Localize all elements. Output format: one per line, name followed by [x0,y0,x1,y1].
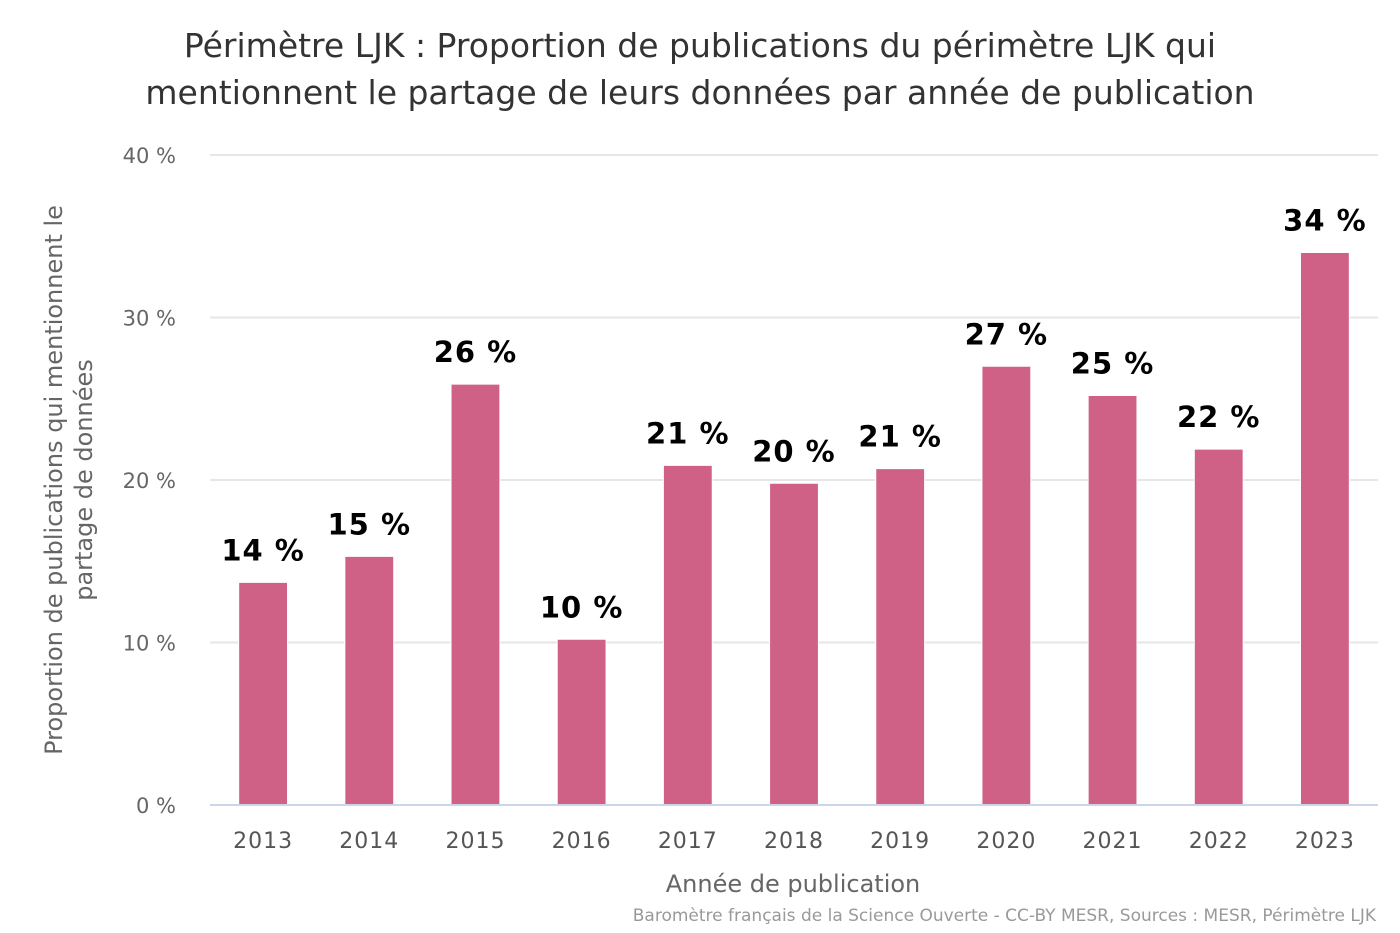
chart-title: Périmètre LJK : Proportion de publicatio… [145,26,1254,112]
data-label: 27 % [965,317,1049,351]
bar-2022[interactable] [1193,448,1244,806]
y-tick-label: 40 % [123,144,176,168]
bar-2014[interactable] [344,555,395,806]
bar-2016[interactable] [556,638,607,806]
bar-2020[interactable] [981,365,1032,806]
bar-2018[interactable] [769,482,819,806]
x-tick-label: 2021 [1083,829,1143,854]
data-label: 21 % [858,420,942,454]
bar-2017[interactable] [662,464,713,806]
data-label: 20 % [752,434,836,468]
x-axis-title: Année de publication [666,870,921,898]
x-tick-label: 2023 [1295,829,1355,854]
y-axis-title-line-1: Proportion de publications qui mentionne… [40,205,68,755]
data-label: 34 % [1283,204,1367,238]
y-tick-label: 30 % [123,307,176,331]
x-tick-label: 2022 [1189,829,1249,854]
x-tick-label: 2013 [233,829,293,854]
x-tick-label: 2015 [445,829,505,854]
x-tick-label: 2017 [658,829,718,854]
bar-2015[interactable] [450,383,501,806]
data-label: 15 % [328,507,412,541]
data-label: 22 % [1177,400,1261,434]
bars [238,252,1350,806]
data-labels: 14 % 15 % 26 % 10 % 21 % 20 % 21 % 27 % 25 % 22 %… [221,204,1367,625]
y-tick-label: 20 % [123,469,176,493]
y-axis-ticks: 0 % 10 % 20 % 30 % 40 % [123,144,176,818]
bar-2023[interactable] [1299,252,1350,806]
x-tick-label: 2019 [870,829,930,854]
x-tick-label: 2018 [764,829,824,854]
y-axis-title: Proportion de publications qui mentionne… [40,205,98,755]
bar-2021[interactable] [1087,395,1138,806]
y-tick-label: 10 % [123,632,176,656]
data-label: 10 % [540,590,624,624]
data-label: 26 % [434,335,518,369]
chart-title-line-1: Périmètre LJK : Proportion de publicatio… [184,26,1216,65]
data-label: 25 % [1071,347,1155,381]
y-tick-label: 0 % [136,794,176,818]
data-label: 14 % [221,533,305,567]
bar-2019[interactable] [875,468,926,806]
data-label: 21 % [646,416,730,450]
y-axis-title-line-2: partage de données [70,359,98,601]
x-tick-label: 2020 [976,829,1036,854]
x-axis-ticks: 2013 2014 2015 2016 2017 2018 2019 2020 2021 2022… [233,829,1355,854]
x-tick-label: 2014 [339,829,399,854]
chart-credits[interactable]: Baromètre français de la Science Ouverte… [633,906,1377,926]
bar-2013[interactable] [238,581,289,806]
x-tick-label: 2016 [552,829,612,854]
chart-title-line-2: mentionnent le partage de leurs données … [145,73,1254,112]
